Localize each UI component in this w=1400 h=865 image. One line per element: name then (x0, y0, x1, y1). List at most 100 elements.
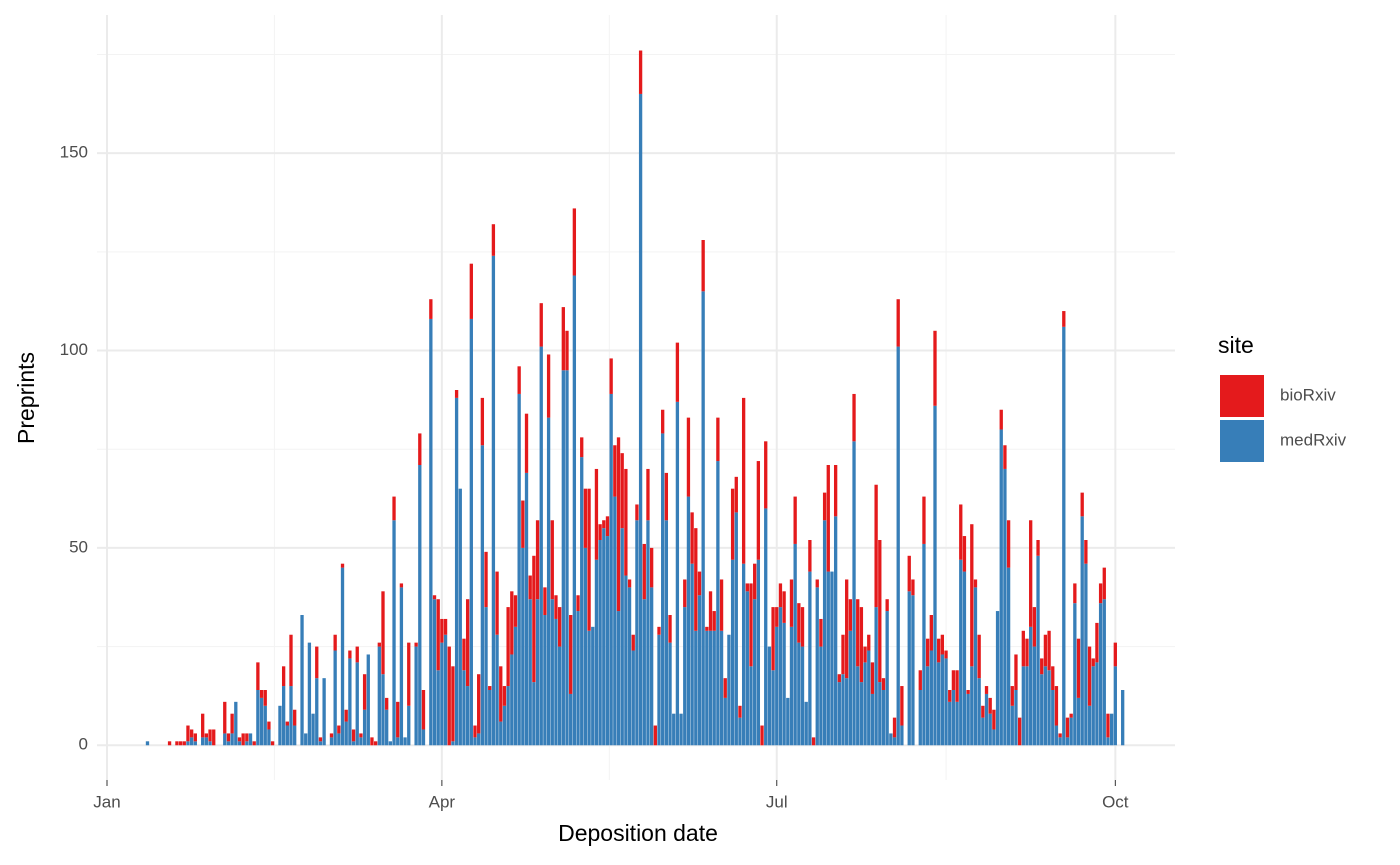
bar-segment (808, 571, 812, 746)
bar-segment (697, 595, 702, 746)
bar-segment (359, 733, 363, 738)
bar-segment (1006, 567, 1011, 746)
bar-segment (569, 693, 573, 746)
bar-segment (351, 729, 356, 742)
bar-segment (881, 690, 886, 746)
bar-segment (561, 307, 565, 371)
bar-segment (510, 654, 514, 746)
bar-segment (683, 579, 687, 608)
bar-segment (447, 646, 451, 746)
bar-segment (896, 299, 900, 347)
bar-segment (694, 630, 698, 746)
bar-segment (348, 658, 352, 746)
bar-segment (351, 741, 356, 746)
bar-segment (285, 721, 289, 726)
bar-segment (613, 496, 617, 746)
bar-segment (189, 737, 194, 746)
bar-segment (778, 607, 783, 746)
bar-segment (223, 733, 227, 746)
bar-segment (690, 512, 694, 564)
bar-segment (701, 291, 705, 746)
bar-segment (462, 670, 466, 746)
bar-segment (940, 654, 945, 746)
bar-segment (786, 697, 790, 746)
bar-segment (911, 595, 915, 746)
bar-segment (550, 520, 554, 600)
bar-segment (421, 729, 426, 746)
bar-segment (554, 618, 558, 746)
bar-segment (543, 615, 547, 746)
bar-segment (918, 690, 922, 746)
bar-segment (234, 701, 238, 746)
bar-segment (782, 591, 786, 623)
bar-segment (1076, 697, 1081, 746)
bar-segment (1062, 311, 1066, 327)
bar-segment (775, 607, 779, 627)
bar-segment (528, 575, 532, 600)
bar-segment (396, 737, 400, 746)
bar-segment (1069, 717, 1073, 746)
bar-segment (381, 674, 385, 746)
bar-segment (193, 733, 197, 742)
bar-segment (719, 630, 724, 746)
bar-segment (208, 729, 212, 742)
bar-segment (315, 646, 319, 679)
bar-segment (925, 638, 930, 667)
bar-segment (970, 666, 974, 746)
bar-segment (245, 733, 249, 742)
bar-segment (1014, 690, 1018, 746)
bar-segment (182, 741, 186, 746)
bar-segment (859, 682, 864, 746)
bar-segment (451, 666, 455, 742)
bar-segment (1069, 713, 1073, 718)
bar-segment (878, 540, 882, 683)
bar-segment (355, 646, 359, 663)
bar-segment (359, 737, 363, 746)
bar-segment (421, 690, 426, 730)
bar-segment (797, 642, 801, 746)
bar-segment (778, 583, 783, 608)
bar-segment (741, 563, 746, 746)
bar-segment (613, 445, 617, 497)
bar-segment (745, 583, 749, 592)
bar-segment (1065, 717, 1070, 738)
bar-segment (267, 729, 271, 746)
bar-segment (789, 579, 794, 627)
bar-segment (388, 741, 393, 746)
bar-segment (907, 555, 911, 592)
bar-segment (955, 670, 959, 702)
legend-label: medRxiv (1280, 430, 1347, 449)
bar-segment (815, 579, 819, 588)
bar-segment (668, 615, 672, 643)
x-tick-label: Oct (1102, 792, 1129, 811)
bar-segment (396, 701, 400, 738)
bar-segment (528, 599, 532, 746)
bar-segment (749, 583, 753, 667)
bar-segment (753, 599, 757, 746)
bar-segment (672, 713, 676, 746)
bar-segment (951, 690, 956, 746)
bar-segment (226, 733, 231, 742)
bar-segment (675, 401, 680, 746)
bar-segment (635, 520, 639, 746)
bar-segment (716, 417, 720, 462)
bar-segment (300, 615, 304, 746)
bar-segment (837, 674, 841, 683)
bar-segment (940, 634, 945, 655)
bar-segment (694, 528, 698, 631)
bar-segment (984, 693, 989, 746)
bar-segment (911, 579, 915, 596)
bar-segment (591, 626, 595, 746)
bar-segment (399, 583, 404, 588)
y-tick-label: 0 (79, 735, 88, 754)
bar-segment (432, 599, 437, 746)
bar-segment (414, 642, 418, 647)
bar-segment (800, 607, 805, 647)
bar-segment (889, 733, 893, 746)
bar-segment (822, 492, 827, 521)
bar-segment (1014, 654, 1018, 690)
x-tick-label: Jul (766, 792, 788, 811)
bar-segment (307, 642, 312, 746)
bar-segment (403, 737, 407, 746)
bar-segment (337, 733, 341, 746)
